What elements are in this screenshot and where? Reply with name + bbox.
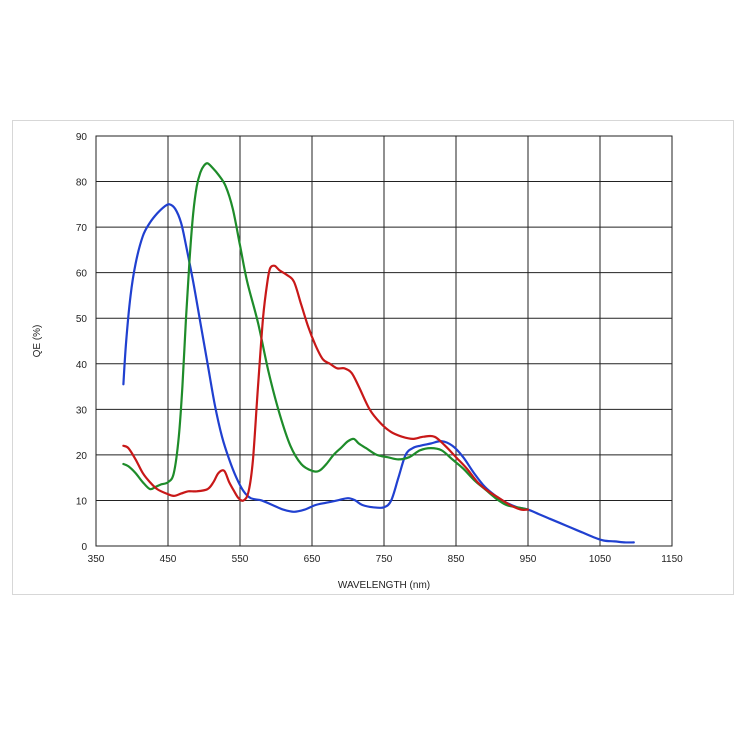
x-tick-label: 450 <box>160 554 177 565</box>
y-tick-label: 0 <box>81 542 87 553</box>
x-tick-label: 950 <box>520 554 537 565</box>
y-tick-labels: 0 10 20 30 40 50 60 70 80 90 <box>76 132 88 553</box>
x-tick-label: 550 <box>232 554 249 565</box>
series-line-2 <box>122 162 530 511</box>
y-tick-label: 30 <box>76 405 88 416</box>
x-tick-labels: 350 450 550 650 750 850 950 1050 1150 <box>88 554 684 565</box>
series-lines <box>122 162 635 544</box>
y-tick-label: 70 <box>76 223 88 234</box>
plot-border <box>95 135 673 547</box>
series-line-1 <box>122 203 635 544</box>
x-tick-label: 1150 <box>661 554 683 565</box>
y-tick-label: 20 <box>76 451 88 462</box>
grid-lines <box>95 135 673 547</box>
x-tick-label: 650 <box>304 554 321 565</box>
x-tick-label: 750 <box>376 554 393 565</box>
y-tick-label: 40 <box>76 360 88 371</box>
x-tick-label: 1050 <box>589 554 612 565</box>
x-tick-label: 350 <box>88 554 105 565</box>
y-tick-label: 60 <box>76 269 88 280</box>
y-tick-label: 50 <box>76 314 88 325</box>
y-tick-label: 80 <box>76 178 88 189</box>
chart-frame <box>12 120 734 595</box>
y-tick-label: 90 <box>76 132 88 143</box>
x-axis-title: WAVELENGTH (nm) <box>338 580 430 591</box>
series-line-3 <box>122 264 530 512</box>
y-tick-label: 10 <box>76 496 88 507</box>
x-tick-label: 850 <box>448 554 465 565</box>
y-axis-title: QE (%) <box>32 325 43 358</box>
